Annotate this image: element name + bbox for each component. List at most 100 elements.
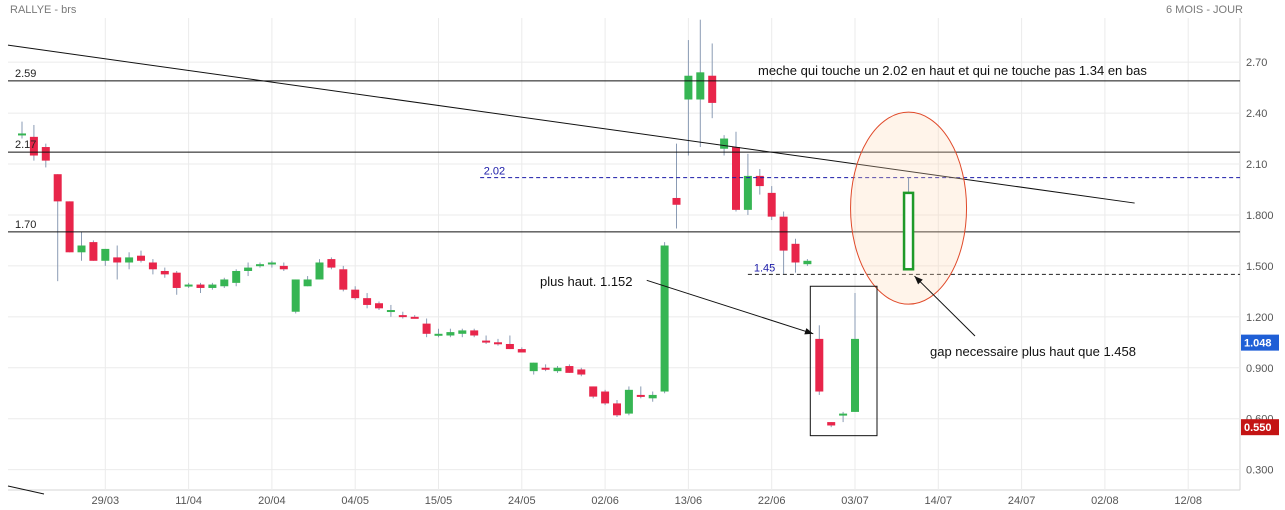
candle-body [720, 138, 729, 149]
candle-body [589, 386, 598, 397]
candle-body [232, 270, 241, 283]
arrow-to-high [646, 279, 814, 335]
level-label: 2.59 [15, 68, 36, 80]
y-tick-label: 2.70 [1246, 57, 1267, 69]
price-tag-label: 0.550 [1244, 422, 1272, 434]
x-tick-label: 14/07 [925, 495, 953, 507]
candle-body [577, 369, 586, 375]
candle-body [779, 216, 788, 251]
candle-body [624, 389, 633, 414]
annotation-gap-note: gap necessaire plus haut que 1.458 [930, 344, 1136, 359]
candle-body [137, 255, 145, 261]
candle-body [803, 260, 812, 265]
y-tick-label: 0.300 [1246, 465, 1274, 477]
candle-body [839, 413, 848, 416]
chart-title: RALLYE - brs [10, 4, 77, 16]
candle-body [851, 338, 859, 412]
candle-body [220, 279, 229, 287]
candle-body [815, 338, 824, 392]
candle-body [339, 269, 348, 290]
candle-body [375, 303, 383, 309]
candle-body [434, 333, 443, 336]
price-tag-label: 1.048 [1244, 338, 1272, 350]
candle-body [529, 362, 538, 372]
candle-body [315, 262, 324, 280]
candle-body [101, 248, 110, 261]
x-tick-label: 22/06 [758, 495, 786, 507]
candle-body [565, 366, 574, 373]
x-tick-label: 29/03 [92, 495, 120, 507]
chart-period[interactable]: 6 MOIS - JOUR [1165, 4, 1243, 16]
candle-body [65, 201, 74, 253]
annotation-high-note: plus haut. 1.152 [540, 274, 633, 289]
grid [8, 18, 1241, 491]
candle-body [458, 330, 467, 334]
candle-body [636, 394, 645, 397]
x-tick-label: 02/06 [591, 495, 619, 507]
candle-body [446, 332, 455, 336]
candle-body [256, 264, 264, 267]
candle-body [113, 257, 122, 263]
candle-body [696, 72, 705, 100]
price-tags: 1.048 0.550 [1241, 334, 1279, 436]
y-tick-label: 1.500 [1246, 261, 1274, 273]
candle-body [398, 315, 407, 318]
candle-body [648, 394, 657, 399]
candle-body [517, 349, 526, 353]
candle-body [208, 284, 217, 288]
candle-body [494, 342, 502, 345]
candle-body [482, 340, 491, 343]
x-tick-label: 02/08 [1091, 495, 1119, 507]
candle-body [53, 174, 62, 202]
y-tick-label: 0.900 [1246, 363, 1274, 375]
hypothetical-candle-body [902, 191, 915, 271]
candle-body [601, 391, 610, 404]
candle-body [172, 272, 181, 288]
candle-body [613, 403, 621, 416]
candle-body [267, 262, 276, 265]
candle-body [244, 267, 253, 271]
level-label: 2.17 [15, 139, 36, 151]
candle-body [767, 192, 776, 217]
highlight-box [809, 285, 878, 437]
candle-body [125, 257, 134, 263]
candle-body [184, 284, 193, 287]
candle-body [363, 298, 372, 305]
x-tick-label: 11/04 [175, 495, 202, 507]
price-tag-bg [1241, 334, 1279, 351]
candle-body [18, 133, 26, 136]
candle-body [410, 316, 419, 319]
y-tick-label: 2.40 [1246, 108, 1267, 120]
dashed-level-label: 1.45 [754, 262, 775, 274]
candle-body [327, 259, 336, 268]
candle-body [553, 367, 562, 372]
candles [18, 19, 859, 428]
annotations: 2.59 2.17 1.70 2.02 1.45 meche qui touche un … [15, 63, 1147, 359]
candle-body [291, 279, 300, 312]
candle-body [470, 330, 479, 336]
arrow-to-high-head [804, 328, 814, 335]
x-tick-label: 12/08 [1174, 495, 1202, 507]
candle-body [660, 245, 669, 392]
candle-body [41, 147, 50, 161]
candle-body [791, 243, 800, 263]
candle-body [541, 367, 550, 370]
candle-body [196, 284, 205, 288]
candle-body [708, 75, 717, 103]
candle-body [505, 343, 514, 350]
y-tick-label: 1.800 [1246, 210, 1274, 222]
candle-body [351, 289, 360, 299]
candle-body [160, 270, 169, 275]
arrow-to-gap [914, 275, 976, 337]
candle-body [672, 197, 681, 205]
y-tick-label: 2.10 [1246, 159, 1267, 171]
x-tick-label: 20/04 [258, 495, 286, 507]
annotation-wick-note: meche qui touche un 2.02 en haut et qui … [758, 63, 1147, 78]
price-tag-bg [1241, 419, 1279, 436]
candle-body [89, 242, 98, 261]
candle-body [827, 422, 836, 426]
candle-body [743, 175, 752, 210]
candle-body [422, 323, 431, 334]
candle-body [77, 245, 86, 253]
